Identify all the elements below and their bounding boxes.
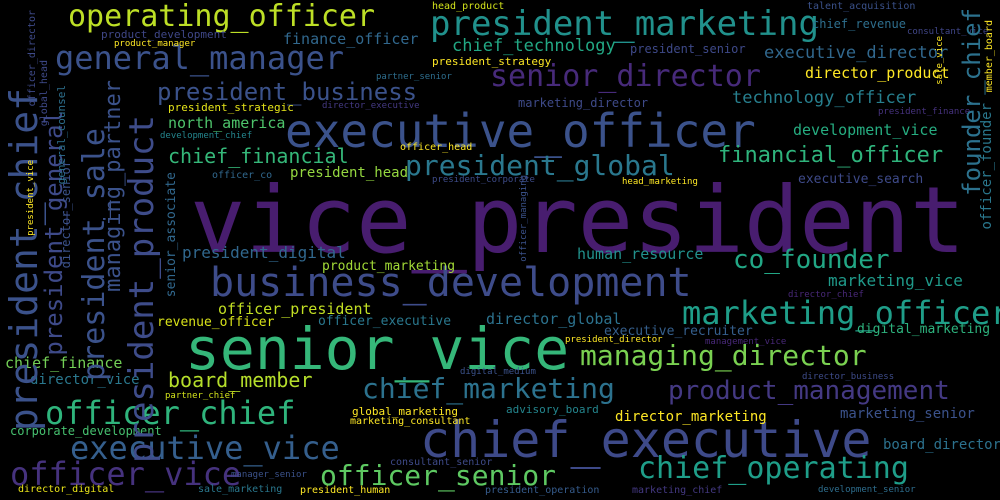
cloud-word: chief_technology [452,36,616,56]
cloud-word: president_strategic [168,101,294,114]
cloud-word: director_executive [322,101,420,111]
cloud-word: director_business [802,372,895,382]
cloud-word: officer_co [212,170,273,181]
cloud-word: development_chief [160,131,253,141]
cloud-word: president_marketing [430,4,819,44]
cloud-word: consultant_vice [907,27,989,37]
cloud-word: president_head [290,165,409,181]
cloud-word: product_manager [114,39,196,49]
cloud-word: general_counsel [55,85,68,185]
cloud-word: chief_finance [5,354,123,372]
cloud-word: product_development [101,28,227,41]
cloud-word: north_america [168,114,286,132]
cloud-word: officer_head [400,142,473,153]
cloud-word: president_vice [26,160,36,236]
cloud-word: marketing_officer [682,294,1000,332]
cloud-word: executive_vice [70,429,340,467]
cloud-word: corporate_development [10,424,162,438]
cloud-word: finance_officer [283,30,419,48]
cloud-word: officer_managing [519,175,529,262]
cloud-word: board_director [883,437,1000,453]
cloud-word: marketing_senior [840,406,975,422]
cloud-word: technology_officer [732,88,917,108]
cloud-word: chief_operating [638,451,909,486]
cloud-word: officer_director [27,10,38,107]
cloud-word: marketing_vice [828,271,963,290]
cloud-word: chief_executive [420,411,872,469]
cloud-word: board_member [168,368,313,392]
cloud-word: senior_director [490,59,761,94]
cloud-word: director_global [486,310,622,328]
cloud-word: head_product [432,1,505,12]
cloud-word: president_chief [2,88,46,432]
cloud-word: chief_revenue [812,17,906,31]
cloud-word: president_operation [485,485,600,496]
cloud-word: president_global [405,149,675,182]
cloud-word: talent_acquisition [807,1,916,12]
cloud-word: president_finance [878,107,971,117]
cloud-word: senior_associate [164,172,179,298]
cloud-word: officer_founder [979,103,995,230]
cloud-word: executive_search [798,172,924,187]
cloud-word: director_digital [18,484,115,495]
cloud-word: president_digital [182,243,346,262]
cloud-word: development_senior [818,485,916,495]
cloud-word: officer_executive [318,314,452,329]
cloud-word: president_human [300,485,391,496]
cloud-word: digital_marketing [857,322,991,337]
cloud-word: development_vice [793,121,938,139]
cloud-word: human_resource [577,245,704,263]
cloud-word: consultant_senior [390,457,493,468]
cloud-word: senior_vice [185,315,570,383]
cloud-word: officer_vice [10,455,242,493]
cloud-word: sale_vice [935,36,945,85]
cloud-word: executive_director [764,43,949,63]
cloud-word: head_marketing [622,177,698,187]
cloud-word: director_marketing [615,409,767,425]
cloud-word: co_founder [733,245,890,275]
cloud-word: officer_senior [320,459,557,492]
cloud-word: financial_officer [718,143,944,168]
cloud-word: marketing_director [518,96,649,110]
cloud-word: director_vice [30,372,140,388]
cloud-word: president_product [122,115,162,463]
cloud-word: officer_president [218,300,372,318]
cloud-word: director_product [805,64,950,82]
cloud-word: marketing_chief [632,485,723,496]
cloud-word: digital_medium [460,367,536,377]
cloud-word: operating_officer [68,0,376,34]
cloud-word: partner_senior [376,72,452,82]
cloud-word: general_manager [55,39,344,77]
cloud-word: president_strategy [432,55,552,68]
cloud-word: global_head [39,60,50,127]
cloud-word: global_marketing [352,405,458,418]
cloud-word: president_corporate [432,175,535,185]
cloud-word: executive_recruiter [604,324,753,339]
cloud-word: executive_officer [285,104,756,158]
cloud-word: manager_senior [231,470,307,480]
cloud-word: sale_marketing [198,484,283,495]
cloud-word: president_business [157,78,418,106]
cloud-word: partner_chief [165,391,236,401]
cloud-word: business_development [210,260,692,306]
cloud-word: revenue_officer [157,315,275,330]
cloud-word: product_management [668,376,950,406]
cloud-word: member_board [984,20,995,93]
cloud-word: product_marketing [322,259,456,274]
cloud-word: chief_financial [168,144,349,168]
cloud-word: managing_director [580,339,867,372]
cloud-word: advisory_board [506,403,599,416]
cloud-word: officer_chief [45,394,296,432]
cloud-word: president_director [565,335,663,345]
cloud-word: management_vice [705,337,787,347]
cloud-word: chief_marketing [362,372,615,405]
cloud-word: marketing_consultant [350,416,471,427]
cloud-word: director_chief [788,290,864,300]
cloud-word: president_senior [630,42,746,56]
cloud-word: vice_president [190,167,966,274]
